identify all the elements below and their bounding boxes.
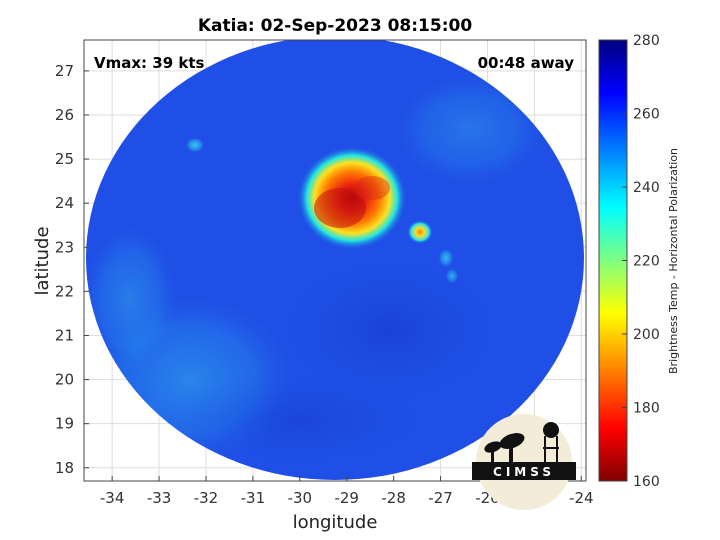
y-tick-label: 21 <box>55 326 74 344</box>
colorbar-tick-label: 260 <box>633 107 660 123</box>
y-tick-label: 20 <box>55 371 74 389</box>
vmax-label: Vmax: 39 kts <box>94 54 204 72</box>
chart-title: Katia: 02-Sep-2023 08:15:00 <box>198 16 472 36</box>
x-tick-label: -24 <box>569 489 594 507</box>
colorbar-tick-label: 180 <box>633 401 660 417</box>
secondary-cell <box>407 220 433 244</box>
y-tick-label: 22 <box>55 282 74 300</box>
y-tick-label: 19 <box>55 415 74 433</box>
satellite-dish-icon <box>484 433 525 462</box>
colorbar-tick-label: 160 <box>633 474 660 490</box>
x-tick-label: -31 <box>241 489 266 507</box>
colorbar-tick-label: 280 <box>633 33 660 49</box>
time-away-label: 00:48 away <box>478 54 575 72</box>
y-tick-label: 27 <box>55 62 74 80</box>
colorbar-label: Brightness Temp - Horizontal Polarizatio… <box>667 148 680 374</box>
y-tick-label: 23 <box>55 238 74 256</box>
cimss-logo: CIMSS <box>472 414 576 510</box>
y-axis: 27 26 25 24 23 22 21 20 19 18 <box>55 62 89 477</box>
colorbar-tick-label: 240 <box>633 180 660 196</box>
x-tick-label: -34 <box>100 489 125 507</box>
y-tick-label: 18 <box>55 459 74 477</box>
colorbar-tick-label: 220 <box>633 254 660 270</box>
x-tick-label: -33 <box>147 489 172 507</box>
x-tick-label: -29 <box>334 489 359 507</box>
x-axis: -34-33-32-31-30-29-28-27-26-25-24 <box>100 476 594 507</box>
logo-text: CIMSS <box>493 465 555 479</box>
y-tick-label: 26 <box>55 106 74 124</box>
satellite-swath <box>86 40 584 480</box>
y-tick-label: 25 <box>55 150 74 168</box>
y-tick-label: 24 <box>55 194 74 212</box>
colorbar-tick-label: 200 <box>633 327 660 343</box>
x-tick-label: -30 <box>288 489 313 507</box>
y-axis-label: latitude <box>32 226 53 295</box>
x-tick-label: -28 <box>381 489 406 507</box>
x-tick-label: -32 <box>194 489 219 507</box>
colorbar-ticks: 280 260 240 220 200 180 160 <box>622 33 660 490</box>
x-tick-label: -27 <box>428 489 453 507</box>
water-tower-icon <box>543 422 559 462</box>
x-axis-label: longitude <box>293 512 378 533</box>
